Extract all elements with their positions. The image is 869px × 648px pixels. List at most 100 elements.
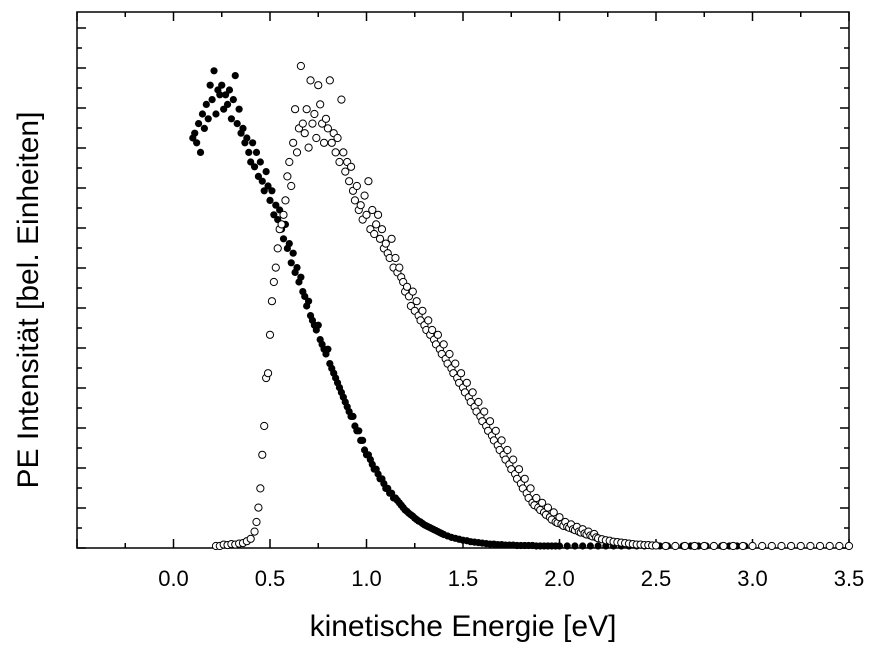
data-point [290,105,300,114]
data-point [439,340,448,349]
data-point [254,503,263,512]
data-point [381,239,390,248]
data-point [387,234,396,243]
data-point [220,105,228,113]
data-point [428,325,437,335]
data-point [395,263,404,272]
data-point [254,172,263,180]
data-point [293,264,301,272]
data-point [298,119,307,128]
data-point [456,369,466,378]
x-tick-label: 2.5 [641,566,672,591]
data-point [563,542,571,550]
data-point [204,115,212,123]
data-point [250,527,259,536]
data-point [738,541,747,551]
x-tick-label: 0.5 [255,566,286,591]
data-point [321,114,331,123]
axis-ticks [76,12,850,549]
data-point [269,277,278,287]
x-axis-label: kinetische Energie [eV] [310,610,617,643]
data-point [661,541,670,551]
data-point [267,297,277,306]
data-point [526,484,535,493]
data-point [262,168,270,176]
data-point [279,235,288,243]
series-1 [211,61,854,551]
data-point [265,330,275,339]
data-point [316,100,325,109]
data-point [391,253,400,263]
data-point [729,541,738,551]
data-point [260,421,269,431]
data-point [796,541,805,551]
x-tick-label: 2.0 [544,566,575,591]
data-point [304,143,313,152]
data-point [514,465,524,474]
data-point [268,187,276,195]
data-point [285,240,293,248]
data-point [246,534,255,543]
data-point [194,120,203,128]
x-tick-label: 3.5 [834,566,865,591]
data-point [509,455,518,464]
data-point [586,542,594,550]
data-point [323,124,332,133]
data-point [555,542,564,550]
data-point [222,91,230,99]
data-point [368,205,377,215]
data-point [532,493,541,503]
data-point [345,177,354,186]
data-point [408,287,417,296]
data-point [350,196,360,205]
data-point [314,81,323,90]
data-point [200,124,208,132]
data-point [223,100,232,108]
data-point [327,138,336,147]
data-point [258,177,266,185]
data-point [370,229,379,239]
data-point [252,148,261,156]
data-point [216,91,224,99]
data-point [355,427,363,435]
data-point [377,225,387,234]
data-point [233,120,241,128]
data-point [844,541,854,551]
data-point [594,542,602,550]
data-point [549,508,558,517]
data-point [758,541,767,551]
data-point [485,417,495,426]
data-point [412,297,421,306]
data-point [297,273,305,281]
data-point [263,369,273,378]
data-point [680,541,690,551]
data-point [468,388,477,397]
data-point [331,148,340,157]
data-point [289,138,298,147]
data-point [356,201,365,210]
data-point [266,196,274,204]
data-point [424,316,433,325]
data-point [474,397,483,407]
data-point [212,110,220,118]
data-point [319,138,329,147]
data-point [225,86,234,94]
data-point [287,181,296,191]
x-tick-label: 1.5 [448,566,479,591]
data-point [835,541,844,551]
plot-frame [76,11,850,549]
data-point [777,541,786,551]
data-point [191,129,199,137]
x-tick-label: 3.0 [737,566,768,591]
data-point [418,306,427,315]
data-point [335,157,344,167]
series-layer [189,61,854,551]
data-point [362,210,371,219]
data-point [206,81,214,89]
data-point [302,105,311,114]
data-point [333,133,342,143]
data-point [210,67,218,75]
data-point [815,541,825,551]
data-point [218,81,226,89]
